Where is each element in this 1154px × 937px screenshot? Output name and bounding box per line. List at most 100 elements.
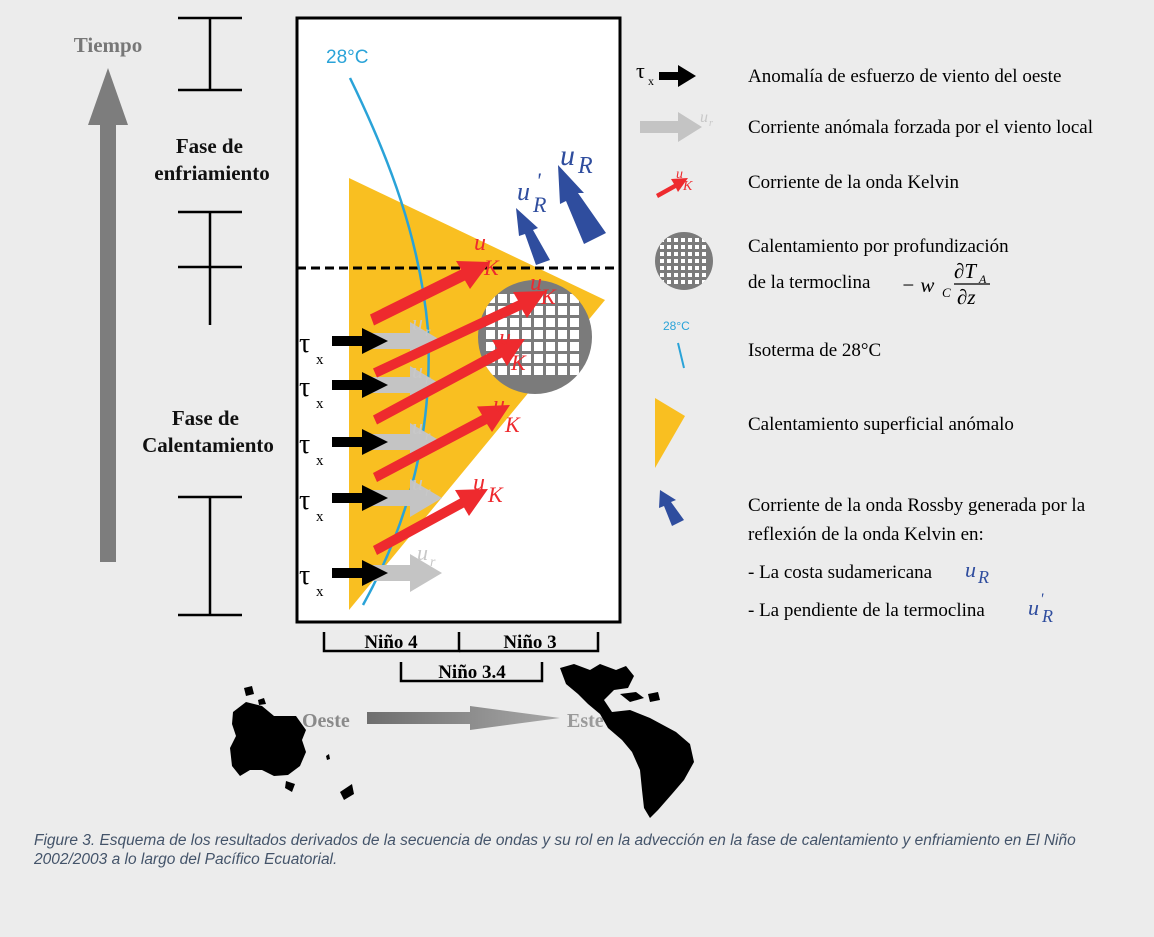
svg-text:τ: τ	[299, 485, 310, 516]
heating-formula: − w C ∂T A ∂z	[901, 259, 990, 309]
legend-wind-text: Anomalía de esfuerzo de viento del oeste	[748, 66, 1061, 87]
wind-stress-arrow	[332, 485, 388, 511]
legend-rossby-symbol	[659, 490, 684, 526]
legend-rossby-item-2: - La pendiente de la termoclina	[748, 600, 985, 621]
svg-text:K: K	[540, 284, 557, 309]
svg-text:r: r	[709, 118, 713, 129]
legend-heating-text-2: de la termoclina	[748, 272, 871, 293]
time-label: Tiempo	[74, 33, 142, 57]
legend-local-current-symbol: u r	[640, 109, 713, 142]
svg-text:u: u	[412, 470, 423, 495]
rossby-arrow-R-prime	[516, 208, 550, 265]
svg-text:K: K	[510, 350, 527, 375]
time-arrow	[88, 68, 128, 562]
svg-text:u: u	[417, 540, 428, 565]
legend-rossby-item-1: - La costa sudamericana	[748, 562, 933, 583]
svg-text:u: u	[965, 557, 976, 582]
svg-text:τ: τ	[299, 560, 310, 591]
svg-text:τ: τ	[299, 429, 310, 460]
legend-heating-text-1: Calentamiento por profundización	[748, 236, 1009, 257]
svg-text:u: u	[412, 310, 423, 335]
nino3-label: Niño 3	[503, 632, 556, 653]
americas-map	[560, 664, 694, 818]
svg-text:u: u	[1028, 595, 1039, 620]
svg-text:K: K	[504, 412, 521, 437]
isotherm-28c-line	[348, 77, 430, 606]
svg-text:': '	[536, 168, 541, 193]
east-label: Este	[567, 710, 604, 732]
svg-text:x: x	[316, 509, 324, 525]
legend-rossby-uR-prime: u ' R	[1028, 591, 1053, 626]
legend-kelvin-text: Corriente de la onda Kelvin	[748, 172, 960, 193]
svg-text:u: u	[530, 270, 542, 296]
svg-text:R: R	[1041, 606, 1053, 626]
kelvin-arrow	[373, 339, 525, 425]
svg-text:r: r	[425, 485, 431, 500]
wind-stress-arrow	[332, 560, 388, 586]
legend-surface-warming-symbol	[655, 398, 685, 468]
svg-text:C: C	[942, 285, 951, 300]
legend-rossby-text-1: Corriente de la onda Rossby generada por…	[748, 495, 1086, 516]
kelvin-arrow	[370, 261, 490, 326]
svg-text:u: u	[473, 470, 485, 496]
kelvin-arrow	[373, 405, 510, 482]
wind-stress-arrow	[332, 429, 388, 455]
rossby-arrow-R	[558, 165, 606, 244]
kelvin-arrows	[370, 261, 546, 555]
svg-text:τ: τ	[299, 328, 310, 359]
legend-rossby-text-2: reflexión de la onda Kelvin en:	[748, 524, 984, 545]
svg-text:x: x	[316, 352, 324, 368]
svg-text:A: A	[978, 272, 987, 286]
svg-text:∂T: ∂T	[954, 259, 977, 283]
svg-text:u: u	[560, 139, 575, 172]
svg-text:28°C: 28°C	[663, 319, 690, 333]
svg-text:K: K	[483, 255, 500, 280]
svg-text:r: r	[430, 555, 436, 570]
legend-surface-text: Calentamiento superficial anómalo	[748, 414, 1014, 435]
legend-kelvin-symbol: u K	[656, 167, 693, 198]
svg-text:u: u	[676, 167, 683, 182]
wind-stress-arrows	[332, 328, 388, 586]
svg-text:∂z: ∂z	[957, 285, 976, 309]
nino-brackets	[322, 632, 600, 683]
legend-wind-symbol: τ x	[636, 58, 696, 88]
wave-diagram: Tiempo Fase de enfriamiento Fase de Cale…	[74, 16, 1093, 818]
svg-text:u: u	[499, 325, 511, 351]
wind-stress-arrow	[332, 328, 388, 354]
svg-text:x: x	[316, 453, 324, 469]
local-current-arrow	[372, 554, 442, 592]
legend-isotherm-symbol: 28°C	[663, 319, 690, 369]
svg-text:R: R	[977, 567, 989, 587]
svg-text:u: u	[412, 358, 423, 383]
legend-rossby-uR: u R	[965, 557, 989, 587]
svg-text:u: u	[412, 414, 423, 439]
warming-phase-label: Fase de Calentamiento	[142, 406, 274, 457]
svg-text:u: u	[474, 230, 486, 256]
svg-text:R: R	[532, 192, 547, 217]
svg-text:K: K	[487, 482, 504, 507]
svg-text:u: u	[700, 109, 708, 126]
wind-stress-arrow	[332, 372, 388, 398]
svg-text:x: x	[648, 74, 654, 88]
svg-text:r: r	[425, 429, 431, 444]
svg-text:τ: τ	[299, 372, 310, 403]
rossby-arrows	[516, 165, 606, 265]
kelvin-arrow	[373, 489, 488, 555]
australia-map	[230, 686, 354, 800]
figure-caption: Figure 3. Esquema de los resultados deri…	[34, 832, 1076, 868]
svg-text:x: x	[316, 584, 324, 600]
svg-text:x: x	[316, 396, 324, 412]
svg-text:− w: − w	[901, 273, 934, 297]
svg-text:': '	[1040, 591, 1044, 608]
svg-text:r: r	[425, 325, 431, 340]
isotherm-label: 28°C	[326, 47, 368, 68]
time-bar	[178, 16, 242, 617]
legend-isotherm-text: Isoterma de 28°C	[748, 340, 881, 361]
nino34-label: Niño 3.4	[438, 662, 506, 683]
legend-local-current-text: Corriente anómala forzada por el viento …	[748, 117, 1093, 138]
west-label: Oeste	[302, 710, 350, 732]
